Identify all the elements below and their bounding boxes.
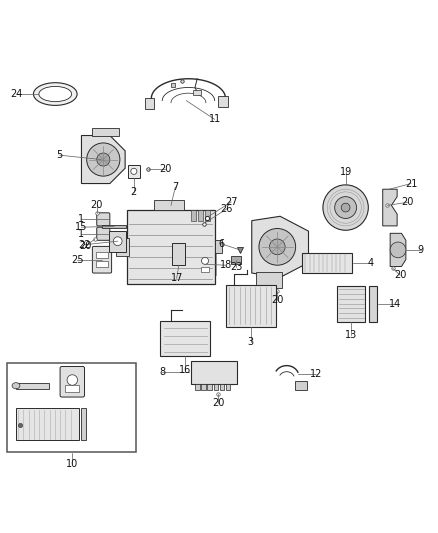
Bar: [145, 99, 154, 109]
Text: 22: 22: [79, 240, 91, 249]
FancyBboxPatch shape: [92, 246, 112, 273]
Text: 12: 12: [310, 369, 322, 379]
Bar: [128, 165, 140, 178]
Text: 11: 11: [208, 115, 221, 124]
Bar: [109, 231, 127, 252]
Circle shape: [341, 203, 350, 212]
Ellipse shape: [33, 83, 77, 106]
Text: 7: 7: [172, 182, 178, 192]
Bar: [16, 383, 49, 389]
Bar: [96, 252, 108, 258]
Bar: [153, 200, 184, 210]
Bar: [172, 244, 185, 265]
Bar: [16, 408, 79, 440]
Polygon shape: [383, 189, 397, 226]
Text: 3: 3: [247, 337, 254, 347]
Circle shape: [67, 375, 78, 385]
Bar: [96, 261, 108, 268]
Bar: [198, 210, 203, 221]
Bar: [191, 361, 237, 384]
Text: 25: 25: [71, 255, 83, 265]
Circle shape: [131, 168, 137, 174]
Bar: [218, 96, 228, 107]
Bar: [102, 224, 126, 228]
Bar: [160, 321, 210, 357]
Text: 1: 1: [78, 229, 85, 239]
Polygon shape: [252, 216, 308, 277]
Text: 20: 20: [91, 199, 103, 209]
Text: 20: 20: [271, 295, 283, 305]
Bar: [337, 286, 365, 321]
Polygon shape: [81, 135, 125, 183]
Text: 20: 20: [402, 197, 414, 207]
Bar: [369, 286, 377, 321]
Circle shape: [87, 143, 120, 176]
Text: 17: 17: [170, 273, 183, 283]
Bar: [127, 210, 215, 284]
Text: 10: 10: [66, 459, 78, 469]
Bar: [191, 210, 196, 221]
Text: 14: 14: [389, 298, 401, 309]
Bar: [302, 253, 352, 273]
Text: 20: 20: [80, 240, 92, 251]
Text: 8: 8: [159, 367, 166, 377]
Bar: [195, 384, 200, 390]
Text: 9: 9: [418, 245, 424, 255]
Text: 2: 2: [131, 187, 137, 197]
Bar: [201, 267, 209, 272]
Bar: [208, 384, 212, 390]
Bar: [231, 256, 241, 264]
Text: 1: 1: [78, 214, 85, 224]
Text: 21: 21: [405, 179, 417, 189]
Bar: [193, 90, 201, 95]
Text: 18: 18: [220, 260, 232, 270]
FancyBboxPatch shape: [194, 252, 216, 277]
Bar: [205, 210, 210, 221]
Circle shape: [269, 239, 285, 255]
Ellipse shape: [39, 86, 72, 102]
Text: 27: 27: [225, 197, 237, 207]
Text: 26: 26: [221, 204, 233, 214]
Bar: [117, 238, 129, 256]
Text: 4: 4: [367, 258, 374, 268]
FancyBboxPatch shape: [97, 227, 110, 240]
Bar: [65, 385, 79, 392]
FancyBboxPatch shape: [60, 367, 85, 397]
Bar: [92, 128, 119, 135]
Polygon shape: [390, 233, 406, 266]
Text: 5: 5: [57, 150, 63, 160]
Bar: [214, 384, 218, 390]
FancyBboxPatch shape: [97, 213, 110, 226]
Ellipse shape: [12, 383, 20, 389]
Text: 24: 24: [10, 89, 22, 99]
Circle shape: [97, 153, 110, 166]
Bar: [256, 272, 283, 288]
Text: 6: 6: [218, 239, 224, 249]
Circle shape: [201, 257, 208, 264]
Bar: [226, 384, 230, 390]
Text: 20: 20: [212, 398, 224, 408]
Circle shape: [113, 237, 122, 246]
Bar: [219, 384, 224, 390]
Circle shape: [323, 185, 368, 230]
Text: 15: 15: [75, 222, 88, 232]
Bar: [81, 408, 86, 440]
Bar: [7, 362, 136, 452]
Text: 20: 20: [159, 164, 172, 174]
Bar: [226, 285, 276, 327]
Bar: [294, 381, 307, 391]
Bar: [215, 240, 223, 253]
Text: 13: 13: [345, 330, 357, 341]
Circle shape: [259, 229, 296, 265]
Text: 20: 20: [394, 270, 406, 280]
Text: 23: 23: [230, 262, 242, 272]
Circle shape: [390, 242, 406, 258]
Text: 19: 19: [339, 167, 352, 177]
Bar: [201, 384, 206, 390]
Circle shape: [335, 197, 357, 219]
Text: 16: 16: [179, 366, 191, 375]
